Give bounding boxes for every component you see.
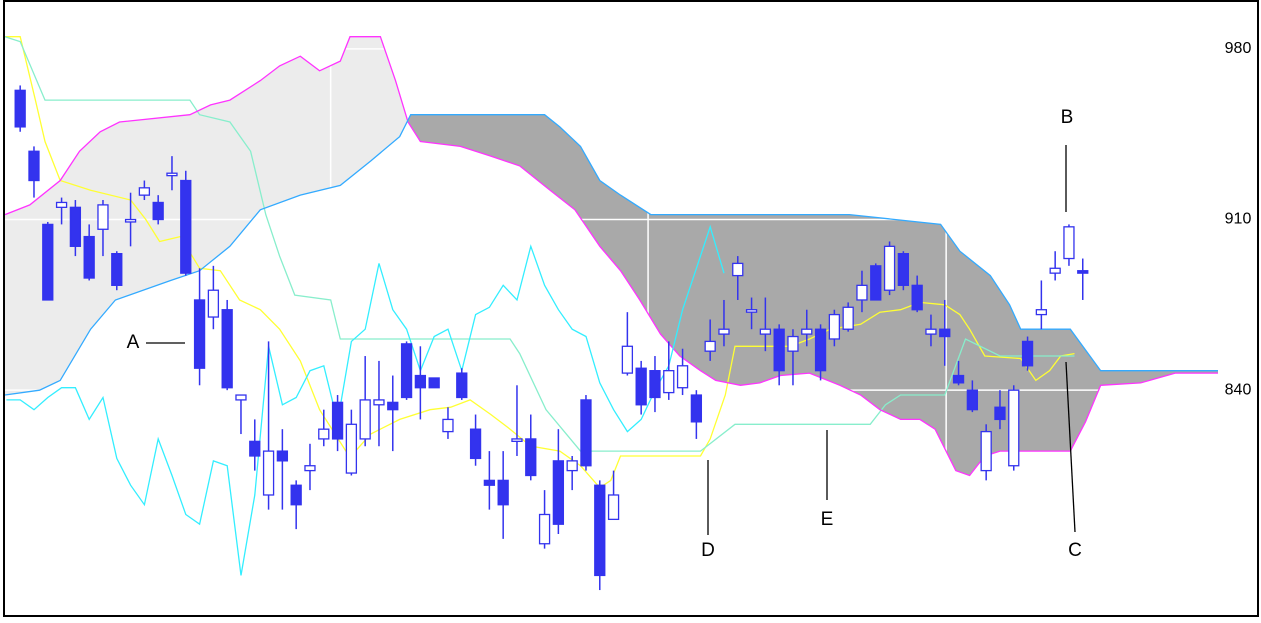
candle-body: [428, 377, 440, 389]
candle-body: [801, 328, 813, 335]
y-tick-label: 980: [1225, 40, 1252, 57]
candle-body: [925, 328, 937, 335]
candle-body: [759, 328, 772, 335]
candle-body: [1049, 267, 1061, 274]
candle-body: [276, 450, 289, 462]
candle-body: [814, 328, 827, 372]
candle-body: [400, 343, 413, 399]
candle-body: [842, 306, 854, 330]
y-tick-label: 910: [1225, 211, 1252, 228]
candle-body: [594, 484, 606, 577]
annotation-label: E: [821, 509, 834, 530]
indicator-line: [5, 36, 1075, 489]
candle-body: [193, 299, 206, 369]
indicator-line: [4, 36, 1218, 477]
candle-body: [83, 235, 95, 279]
candle-body: [442, 418, 454, 433]
candle-body: [262, 450, 275, 496]
candle-body: [994, 406, 1006, 421]
candle-body: [607, 494, 620, 521]
candle-body: [111, 253, 123, 286]
candle-body: [1021, 340, 1034, 367]
annotation-label: D: [701, 540, 715, 561]
plot-layers: [4, 5, 1218, 612]
candle-body: [28, 150, 40, 182]
candle-body: [1063, 226, 1075, 260]
indicator-line: [4, 114, 1218, 396]
candle-body: [456, 372, 468, 399]
candle-body: [663, 370, 675, 394]
candle-body: [745, 309, 758, 313]
candle-body: [124, 218, 137, 223]
candle-body: [42, 223, 54, 301]
candle-body: [883, 245, 896, 291]
candle-body: [180, 179, 192, 274]
candle-body: [552, 460, 565, 525]
candle-body: [1008, 389, 1020, 467]
candle-body: [952, 374, 965, 384]
candle-body: [469, 428, 482, 460]
frame: [3, 0, 1259, 617]
candle-body: [55, 201, 68, 208]
candle-body: [676, 365, 689, 389]
candle-body: [787, 335, 799, 352]
candle-body: [138, 187, 151, 196]
candle-body: [1077, 270, 1089, 274]
candle-body: [304, 465, 316, 472]
candle-body: [718, 328, 730, 335]
candle-body: [621, 345, 634, 374]
candle-body: [649, 370, 661, 399]
candle-body: [511, 438, 523, 443]
annotations: [146, 145, 1076, 535]
candle-body: [870, 265, 882, 301]
annotation-label: B: [1061, 107, 1074, 128]
candle-body: [331, 401, 344, 440]
candle-body: [97, 204, 109, 230]
annotation-label: A: [127, 332, 140, 353]
candle-body: [152, 201, 164, 221]
candle-body: [373, 399, 385, 406]
candle-body: [897, 253, 910, 286]
candle-body: [732, 262, 744, 277]
candle-body: [359, 399, 371, 440]
candle-body: [166, 172, 178, 177]
annotation-leader: [1065, 361, 1076, 533]
candle-body: [290, 484, 302, 506]
candle-body: [221, 309, 233, 389]
candle-body: [966, 389, 979, 411]
candle-body: [773, 328, 785, 372]
indicator-line: [4, 36, 1075, 452]
candle-body: [704, 340, 716, 352]
candle-body: [207, 289, 220, 318]
candle-body: [980, 430, 992, 472]
candle-body: [911, 284, 923, 311]
candle-body: [828, 313, 841, 340]
candle-body: [538, 513, 551, 545]
candle-body: [566, 460, 578, 472]
candle-body: [580, 399, 592, 467]
candle-body: [939, 328, 951, 338]
y-tick-label: 840: [1225, 381, 1252, 398]
indicator-line: [6, 224, 725, 576]
candle-body: [690, 394, 703, 423]
candle-body: [249, 440, 261, 457]
candle-body: [525, 438, 537, 477]
candle-body: [497, 479, 509, 506]
candle-body: [483, 479, 496, 486]
candle-body: [235, 394, 247, 401]
candle-body: [1035, 309, 1048, 316]
candle-body: [69, 206, 82, 247]
candle-body: [414, 374, 427, 389]
candle-body: [856, 284, 868, 301]
candle-body: [635, 367, 647, 406]
candle-body: [318, 428, 330, 440]
candle-body: [387, 401, 399, 411]
candle-body: [14, 89, 26, 128]
annotation-label: C: [1068, 540, 1082, 561]
candle-body: [345, 423, 358, 474]
